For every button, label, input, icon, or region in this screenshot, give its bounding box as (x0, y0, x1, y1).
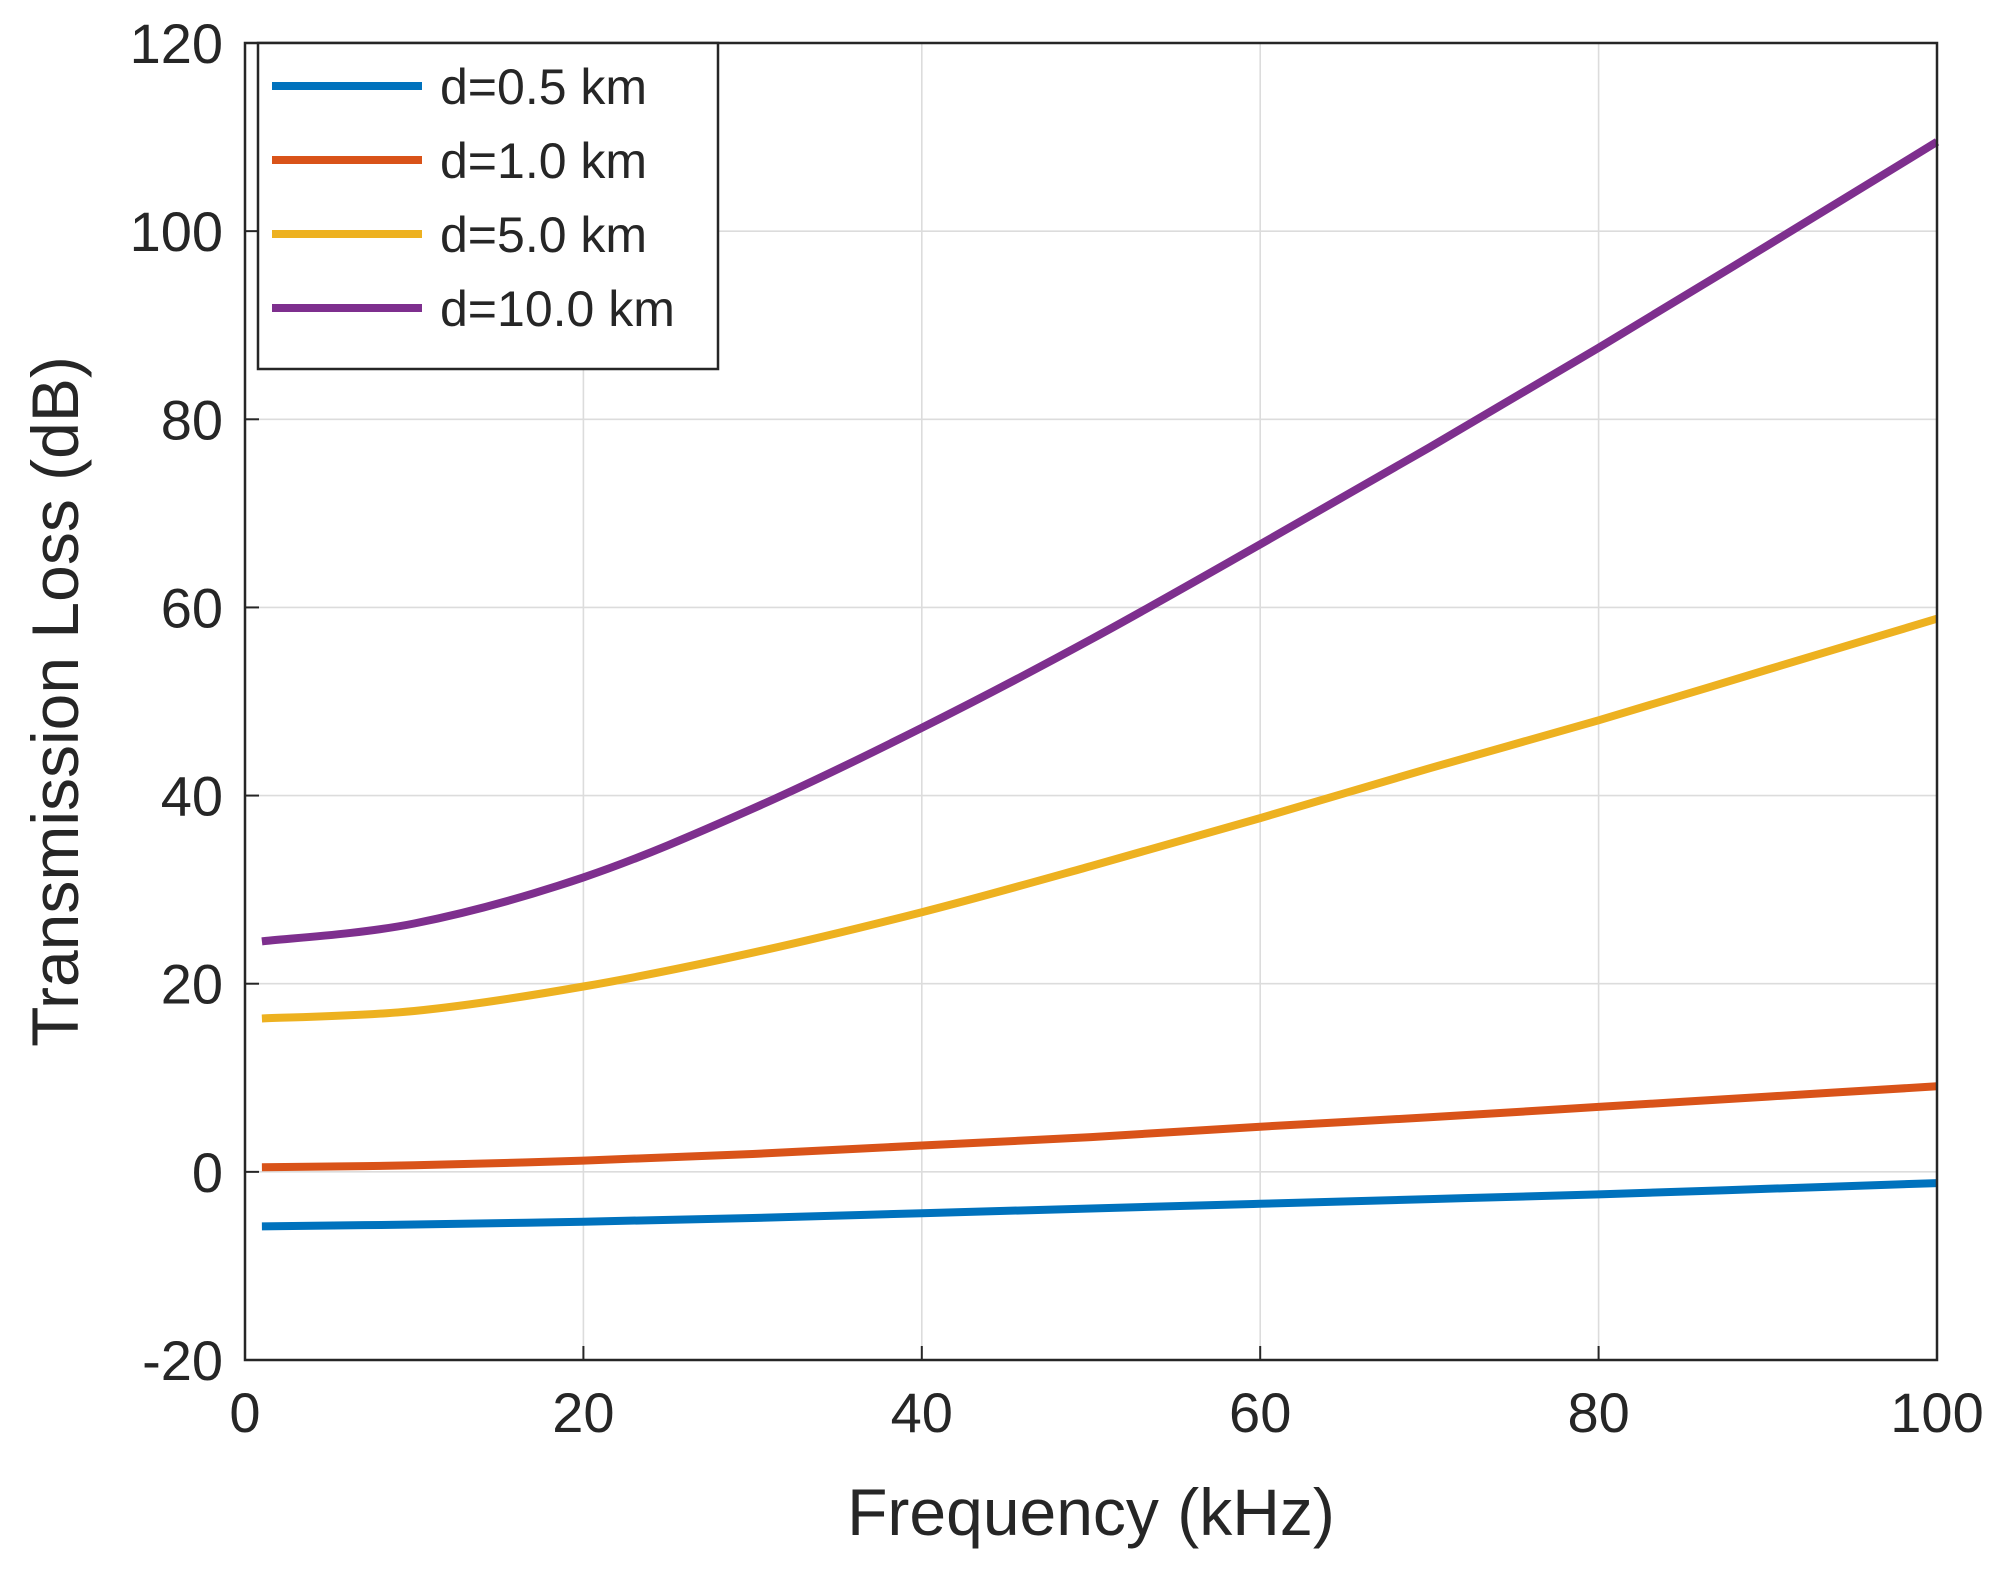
legend: d=0.5 km d=1.0 km d=5.0 km d=10.0 km (256, 41, 720, 371)
y-tick-label: 40 (161, 765, 223, 828)
y-tick-label: 80 (161, 388, 223, 451)
x-tick-label: 100 (1890, 1381, 1983, 1444)
series-line-3 (261, 614, 1939, 1023)
x-tick-label: 0 (229, 1381, 260, 1444)
series-line-4 (261, 138, 1940, 946)
y-tick-label: 20 (161, 953, 223, 1016)
x-tick-label: 40 (891, 1381, 953, 1444)
y-tick-label: 60 (161, 576, 223, 639)
legend-label-1: d=0.5 km (440, 59, 647, 115)
y-tick-label: -20 (142, 1329, 223, 1392)
y-tick-label: 0 (192, 1141, 223, 1204)
x-axis-ticks: 0 20 40 60 80 100 (229, 1346, 1984, 1444)
series-line-2 (261, 1082, 1938, 1172)
x-tick-label: 60 (1229, 1381, 1291, 1444)
y-axis-title: Transmission Loss (dB) (18, 356, 92, 1047)
x-axis-title: Frequency (kHz) (847, 1475, 1335, 1549)
plot-frame (243, 41, 1939, 1362)
y-axis-ticks: -20 0 20 40 60 80 100 120 (130, 12, 259, 1392)
legend-label-2: d=1.0 km (440, 133, 647, 189)
series-line-1 (261, 1179, 1938, 1231)
x-tick-label: 20 (552, 1381, 614, 1444)
y-tick-label: 120 (130, 12, 223, 75)
legend-label-4: d=10.0 km (440, 281, 675, 337)
x-tick-label: 80 (1567, 1381, 1629, 1444)
legend-box (256, 41, 720, 371)
y-tick-label: 100 (130, 200, 223, 263)
legend-label-3: d=5.0 km (440, 207, 647, 263)
series-lines (261, 138, 1940, 1231)
